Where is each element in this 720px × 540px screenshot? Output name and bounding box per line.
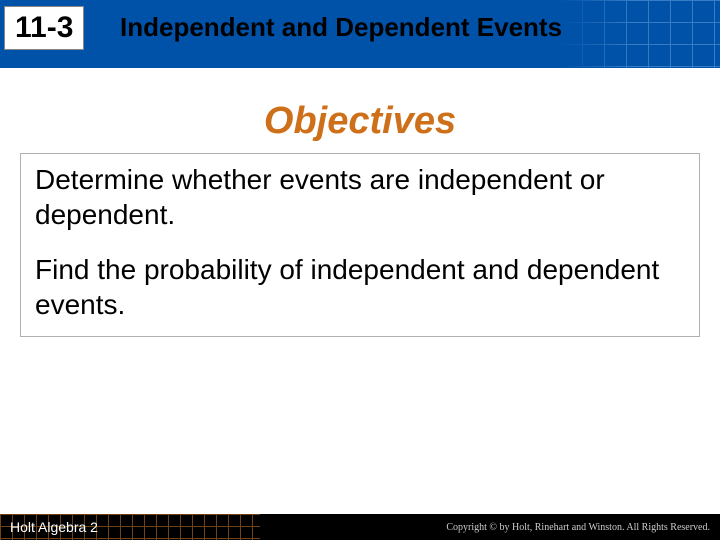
footer-copyright: Copyright © by Holt, Rinehart and Winsto… bbox=[446, 522, 710, 533]
footer-book-title: Holt Algebra 2 bbox=[10, 519, 98, 535]
content-area: Objectives Determine whether events are … bbox=[20, 100, 700, 337]
header-band: 11-3 Independent and Dependent Events bbox=[0, 0, 720, 68]
objectives-heading: Objectives bbox=[20, 100, 700, 143]
footer-band: Holt Algebra 2 Copyright © by Holt, Rine… bbox=[0, 514, 720, 540]
header-grid-fade bbox=[560, 0, 720, 68]
objectives-box: Determine whether events are independent… bbox=[20, 153, 700, 337]
section-title: Independent and Dependent Events bbox=[120, 12, 562, 43]
objective-item: Find the probability of independent and … bbox=[35, 252, 685, 322]
section-number-box: 11-3 bbox=[4, 6, 84, 50]
objective-item: Determine whether events are independent… bbox=[35, 162, 685, 232]
section-number: 11-3 bbox=[15, 11, 73, 44]
